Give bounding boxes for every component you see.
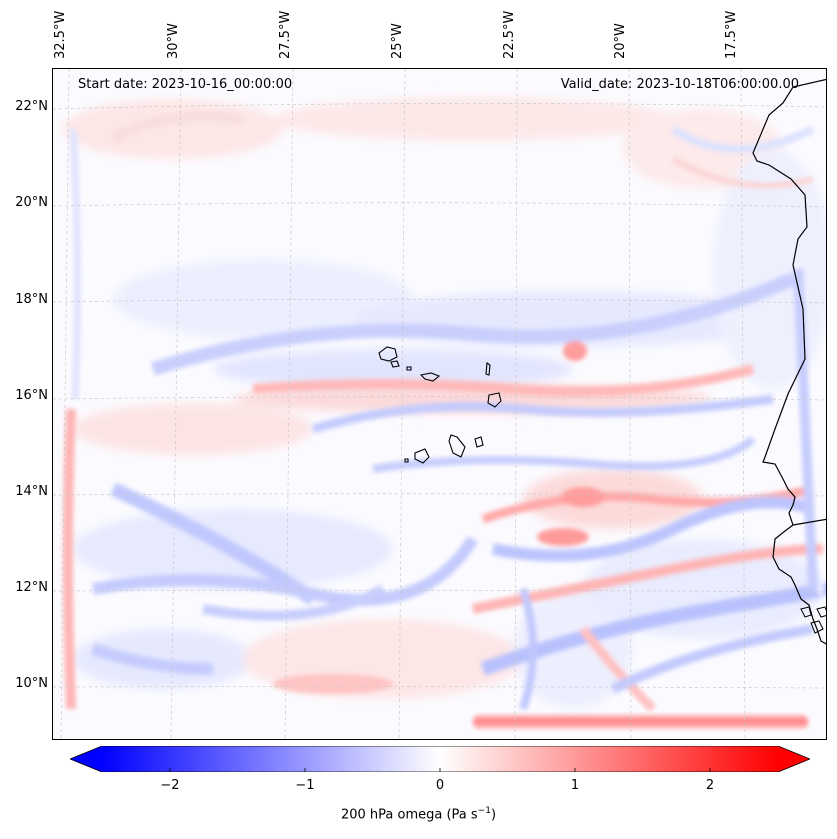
lat-label-22n: 22°N bbox=[15, 99, 48, 114]
colorbar-extend-high bbox=[778, 746, 810, 772]
lat-label-12n: 12°N bbox=[15, 580, 48, 595]
lon-label-20w: 20°W bbox=[613, 23, 628, 59]
colorbar-tick-0: 0 bbox=[435, 778, 445, 793]
lat-label-16n: 16°N bbox=[15, 388, 48, 403]
lon-label-17-5w: 17.5°W bbox=[724, 10, 739, 59]
colorbar-tick-labels: −2 −1 0 1 2 bbox=[0, 778, 837, 798]
lat-label-20n: 20°N bbox=[15, 195, 48, 210]
colorbar-gradient bbox=[102, 746, 778, 772]
colorbar-label-exponent: −1 bbox=[477, 806, 491, 816]
colorbar-tick-1: 1 bbox=[570, 778, 580, 793]
lat-label-14n: 14°N bbox=[15, 484, 48, 499]
coastline-africa bbox=[752, 78, 826, 645]
valid-date-label: Valid_date: 2023-10-18T06:00:00.00 bbox=[560, 77, 799, 92]
colorbar-label: 200 hPa omega (Pa s−1) bbox=[0, 806, 837, 822]
lon-label-30w: 30°W bbox=[166, 23, 181, 59]
colorbar bbox=[68, 745, 812, 773]
colorbar-tick-minus-2: −2 bbox=[160, 778, 180, 793]
lat-label-10n: 10°N bbox=[15, 676, 48, 691]
colorbar-extend-low bbox=[70, 746, 102, 772]
colorbar-tick-2: 2 bbox=[705, 778, 715, 793]
colorbar-svg bbox=[68, 745, 812, 773]
lat-label-18n: 18°N bbox=[15, 292, 48, 307]
lon-label-22-5w: 22.5°W bbox=[502, 10, 517, 59]
colorbar-label-prefix: 200 hPa omega (Pa s bbox=[340, 807, 478, 823]
bissagos-islands bbox=[800, 606, 826, 634]
lon-label-27-5w: 27.5°W bbox=[278, 10, 293, 59]
omega-red-band bbox=[473, 715, 808, 729]
lon-label-25w: 25°W bbox=[390, 23, 405, 59]
colorbar-tick-marks bbox=[169, 768, 711, 772]
omega-streaks bbox=[63, 111, 826, 713]
omega-field-map bbox=[53, 69, 826, 739]
longitude-axis-labels: 32.5°W 30°W 27.5°W 25°W 22.5°W 20°W 17.5… bbox=[0, 0, 837, 68]
coastline-gambia bbox=[792, 518, 826, 526]
lon-label-32-5w: 32.5°W bbox=[53, 10, 68, 59]
cape-verde-islands bbox=[378, 346, 502, 464]
colorbar-label-suffix: ) bbox=[490, 807, 497, 823]
gridlines bbox=[53, 69, 826, 739]
colorbar-tick-minus-1: −1 bbox=[295, 778, 315, 793]
map-panel bbox=[52, 68, 827, 740]
start-date-label: Start date: 2023-10-16_00:00:00 bbox=[78, 77, 293, 92]
